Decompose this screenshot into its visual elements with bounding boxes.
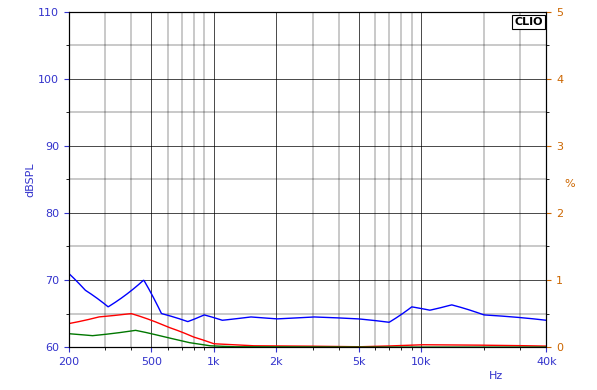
Text: Hz: Hz xyxy=(489,370,503,381)
Y-axis label: %: % xyxy=(565,179,576,190)
Text: CLIO: CLIO xyxy=(515,17,543,27)
Y-axis label: dBSPL: dBSPL xyxy=(25,162,35,197)
